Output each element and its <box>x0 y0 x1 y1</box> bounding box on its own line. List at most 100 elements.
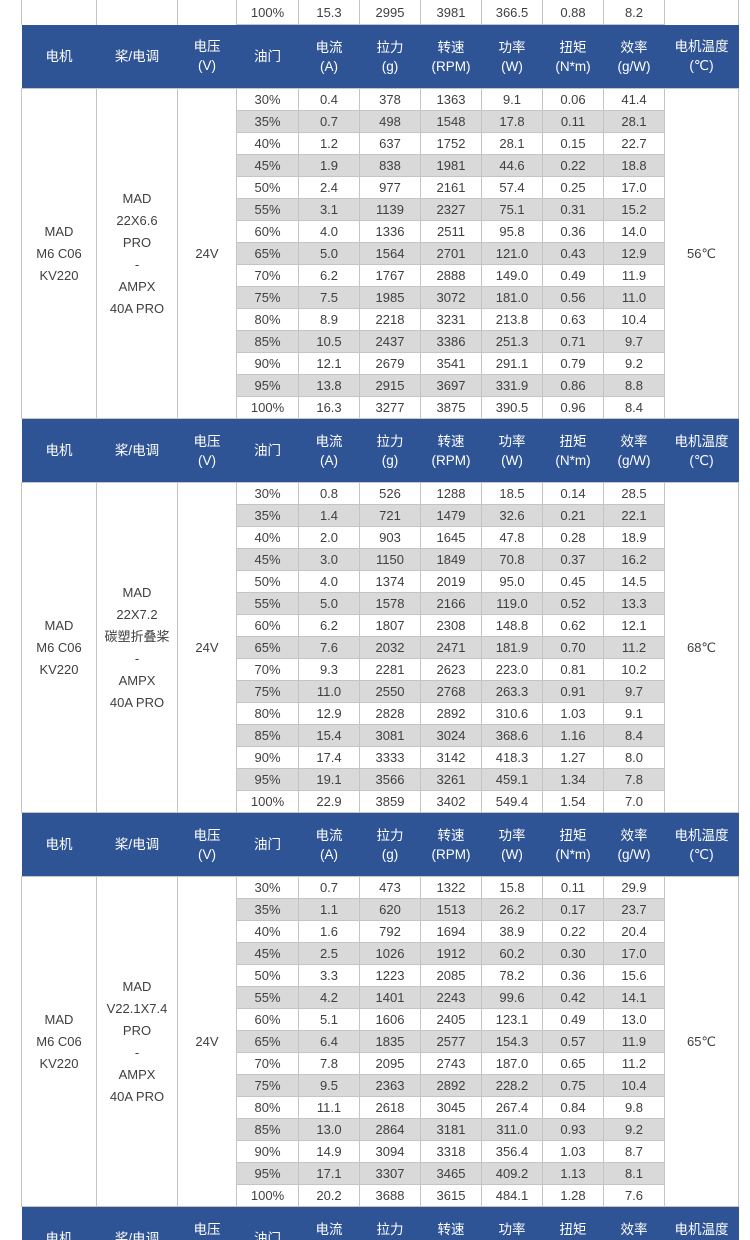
cell-thrust: 2218 <box>359 308 421 331</box>
header-cell-throttle: 油门 <box>236 1206 299 1240</box>
cell-throttle: 40% <box>236 920 299 943</box>
header-label-line2: (℃) <box>689 846 714 862</box>
cell-torque: 0.22 <box>542 920 604 943</box>
cell-thrust: 1223 <box>359 964 421 987</box>
cell-throttle: 50% <box>236 964 299 987</box>
table-header-row-1: 电机 桨/电调 电压 (V) 油门 电流 (A) 拉力 (g) 转速 (RPM) 功率 (W) 扭矩 (N*… <box>21 418 739 483</box>
cell-throttle: 60% <box>236 220 299 243</box>
cell-throttle: 30% <box>236 876 299 899</box>
cell-rpm: 2577 <box>420 1030 482 1053</box>
cell-thrust: 637 <box>359 132 421 155</box>
header-cell-voltage: 电压(V) <box>177 812 237 877</box>
cell-thrust: 473 <box>359 876 421 899</box>
cell-current: 19.1 <box>298 768 360 791</box>
header-label-line2: (RPM) <box>431 452 471 468</box>
cell-efficiency: 28.5 <box>603 482 665 505</box>
cell-power: 26.2 <box>481 898 543 921</box>
table-header-row-2: 电机 桨/电调 电压 (V) 油门 电流 (A) 拉力 (g) 转速 (RPM) 功率 (W) 扭矩 (N*… <box>21 812 739 877</box>
cell-rpm: 1981 <box>420 154 482 177</box>
cell-efficiency: 14.0 <box>603 220 665 243</box>
cell-current: 0.7 <box>298 876 360 899</box>
header-label-line1: 电机温度 <box>674 433 729 449</box>
table-row: 95% 17.1 3307 3465 409.2 1.13 8.1 <box>22 1162 739 1185</box>
cell-torque: 0.30 <box>542 942 604 965</box>
cell-torque: 1.54 <box>542 790 604 813</box>
cell-rpm: 3261 <box>420 768 482 791</box>
cell-rpm: 2888 <box>420 264 482 287</box>
cell-rpm: 1548 <box>420 110 482 133</box>
cell-thrust: 2032 <box>359 636 421 659</box>
table-row: 100% 16.3 3277 3875 390.5 0.96 8.4 <box>22 396 739 419</box>
cell-power: 549.4 <box>481 790 543 813</box>
cell-power: 484.1 <box>481 1184 543 1207</box>
cell-throttle: 55% <box>236 986 299 1009</box>
table-row: 45% 1.9 838 1981 44.6 0.22 18.8 <box>22 154 739 177</box>
cell-efficiency: 14.5 <box>603 570 665 593</box>
cell-thrust: 977 <box>359 176 421 199</box>
cell-thrust: 3307 <box>359 1162 421 1185</box>
cell-throttle: 90% <box>236 1140 299 1163</box>
header-label-line2: (RPM) <box>431 58 471 74</box>
cell-thrust: 2618 <box>359 1096 421 1119</box>
header-label-line2: (A) <box>320 58 338 74</box>
header-cell-current: 电流(A) <box>298 1206 360 1240</box>
header-cell-voltage: 电压(V) <box>177 418 237 483</box>
cell-throttle: 40% <box>236 132 299 155</box>
header-label-line1: 桨/电调 <box>114 837 160 852</box>
cell-rpm: 1694 <box>420 920 482 943</box>
header-cell-prop-esc: 桨/电调 <box>96 1206 178 1240</box>
table-row: 70% 6.2 1767 2888 149.0 0.49 11.9 <box>22 264 739 287</box>
cell-current: 9.5 <box>298 1074 360 1097</box>
cell-current: 6.4 <box>298 1030 360 1053</box>
cell-rpm: 2166 <box>420 592 482 615</box>
table-row: 100% 20.2 3688 3615 484.1 1.28 7.6 <box>22 1184 739 1207</box>
cell-current: 20.2 <box>298 1184 360 1207</box>
header-label-line1: 电机 <box>45 48 73 64</box>
header-label-line1: 电压 <box>193 827 221 843</box>
cell-throttle: 35% <box>236 898 299 921</box>
cell-current: 14.9 <box>298 1140 360 1163</box>
header-label-line1: 桨/电调 <box>114 1231 160 1240</box>
header-cell-rpm: 转速 (RPM) <box>420 24 482 89</box>
cell-rpm: 3045 <box>420 1096 482 1119</box>
text-line: MAD <box>122 584 152 600</box>
motor-name-cell: MAD M6 C06 KV220 <box>21 876 97 1207</box>
text-line: MAD <box>44 223 74 239</box>
cell-power: 311.0 <box>481 1118 543 1141</box>
cell-rpm: 3697 <box>420 374 482 397</box>
voltage-cell: 24V <box>177 482 237 813</box>
table-row: 35% 1.4 721 1479 32.6 0.21 22.1 <box>22 504 739 527</box>
header-label-line2: (g/W) <box>617 452 651 468</box>
text-line: PRO <box>122 234 152 250</box>
cell-torque: 0.28 <box>542 526 604 549</box>
cell-rpm: 2511 <box>420 220 482 243</box>
cell-throttle: 60% <box>236 1008 299 1031</box>
header-cell-voltage: 电压(V) <box>177 1206 237 1240</box>
cell-throttle: 35% <box>236 110 299 133</box>
cell-efficiency: 8.0 <box>603 746 665 769</box>
cell-rpm: 2743 <box>420 1052 482 1075</box>
header-label-line1: 拉力 <box>376 1221 404 1237</box>
cell-thrust: 1767 <box>359 264 421 287</box>
table-row: 70% 7.8 2095 2743 187.0 0.65 11.2 <box>22 1052 739 1075</box>
cell-power: 119.0 <box>481 592 543 615</box>
cell-current: 5.0 <box>298 592 360 615</box>
header-label-line1: 转速 <box>437 433 465 449</box>
cell-rpm: 1645 <box>420 526 482 549</box>
cell-power: 149.0 <box>481 264 543 287</box>
cell-thrust: 1150 <box>359 548 421 571</box>
cell-power: 267.4 <box>481 1096 543 1119</box>
table-row: 75% 9.5 2363 2892 228.2 0.75 10.4 <box>22 1074 739 1097</box>
cell-rpm: 2243 <box>420 986 482 1009</box>
cell-thrust: 1578 <box>359 592 421 615</box>
header-cell-power: 功率 (W) <box>481 812 543 877</box>
table-row: 65% 5.0 1564 2701 121.0 0.43 12.9 <box>22 242 739 265</box>
text-line: AMPX <box>118 672 156 688</box>
cell-rpm: 1363 <box>420 88 482 111</box>
header-label-line1: 电压 <box>193 39 221 55</box>
cell-thrust: 1401 <box>359 986 421 1009</box>
cell-throttle: 75% <box>236 680 299 703</box>
cell-torque: 0.21 <box>542 504 604 527</box>
header-cell-motor: 电机 <box>21 812 97 877</box>
